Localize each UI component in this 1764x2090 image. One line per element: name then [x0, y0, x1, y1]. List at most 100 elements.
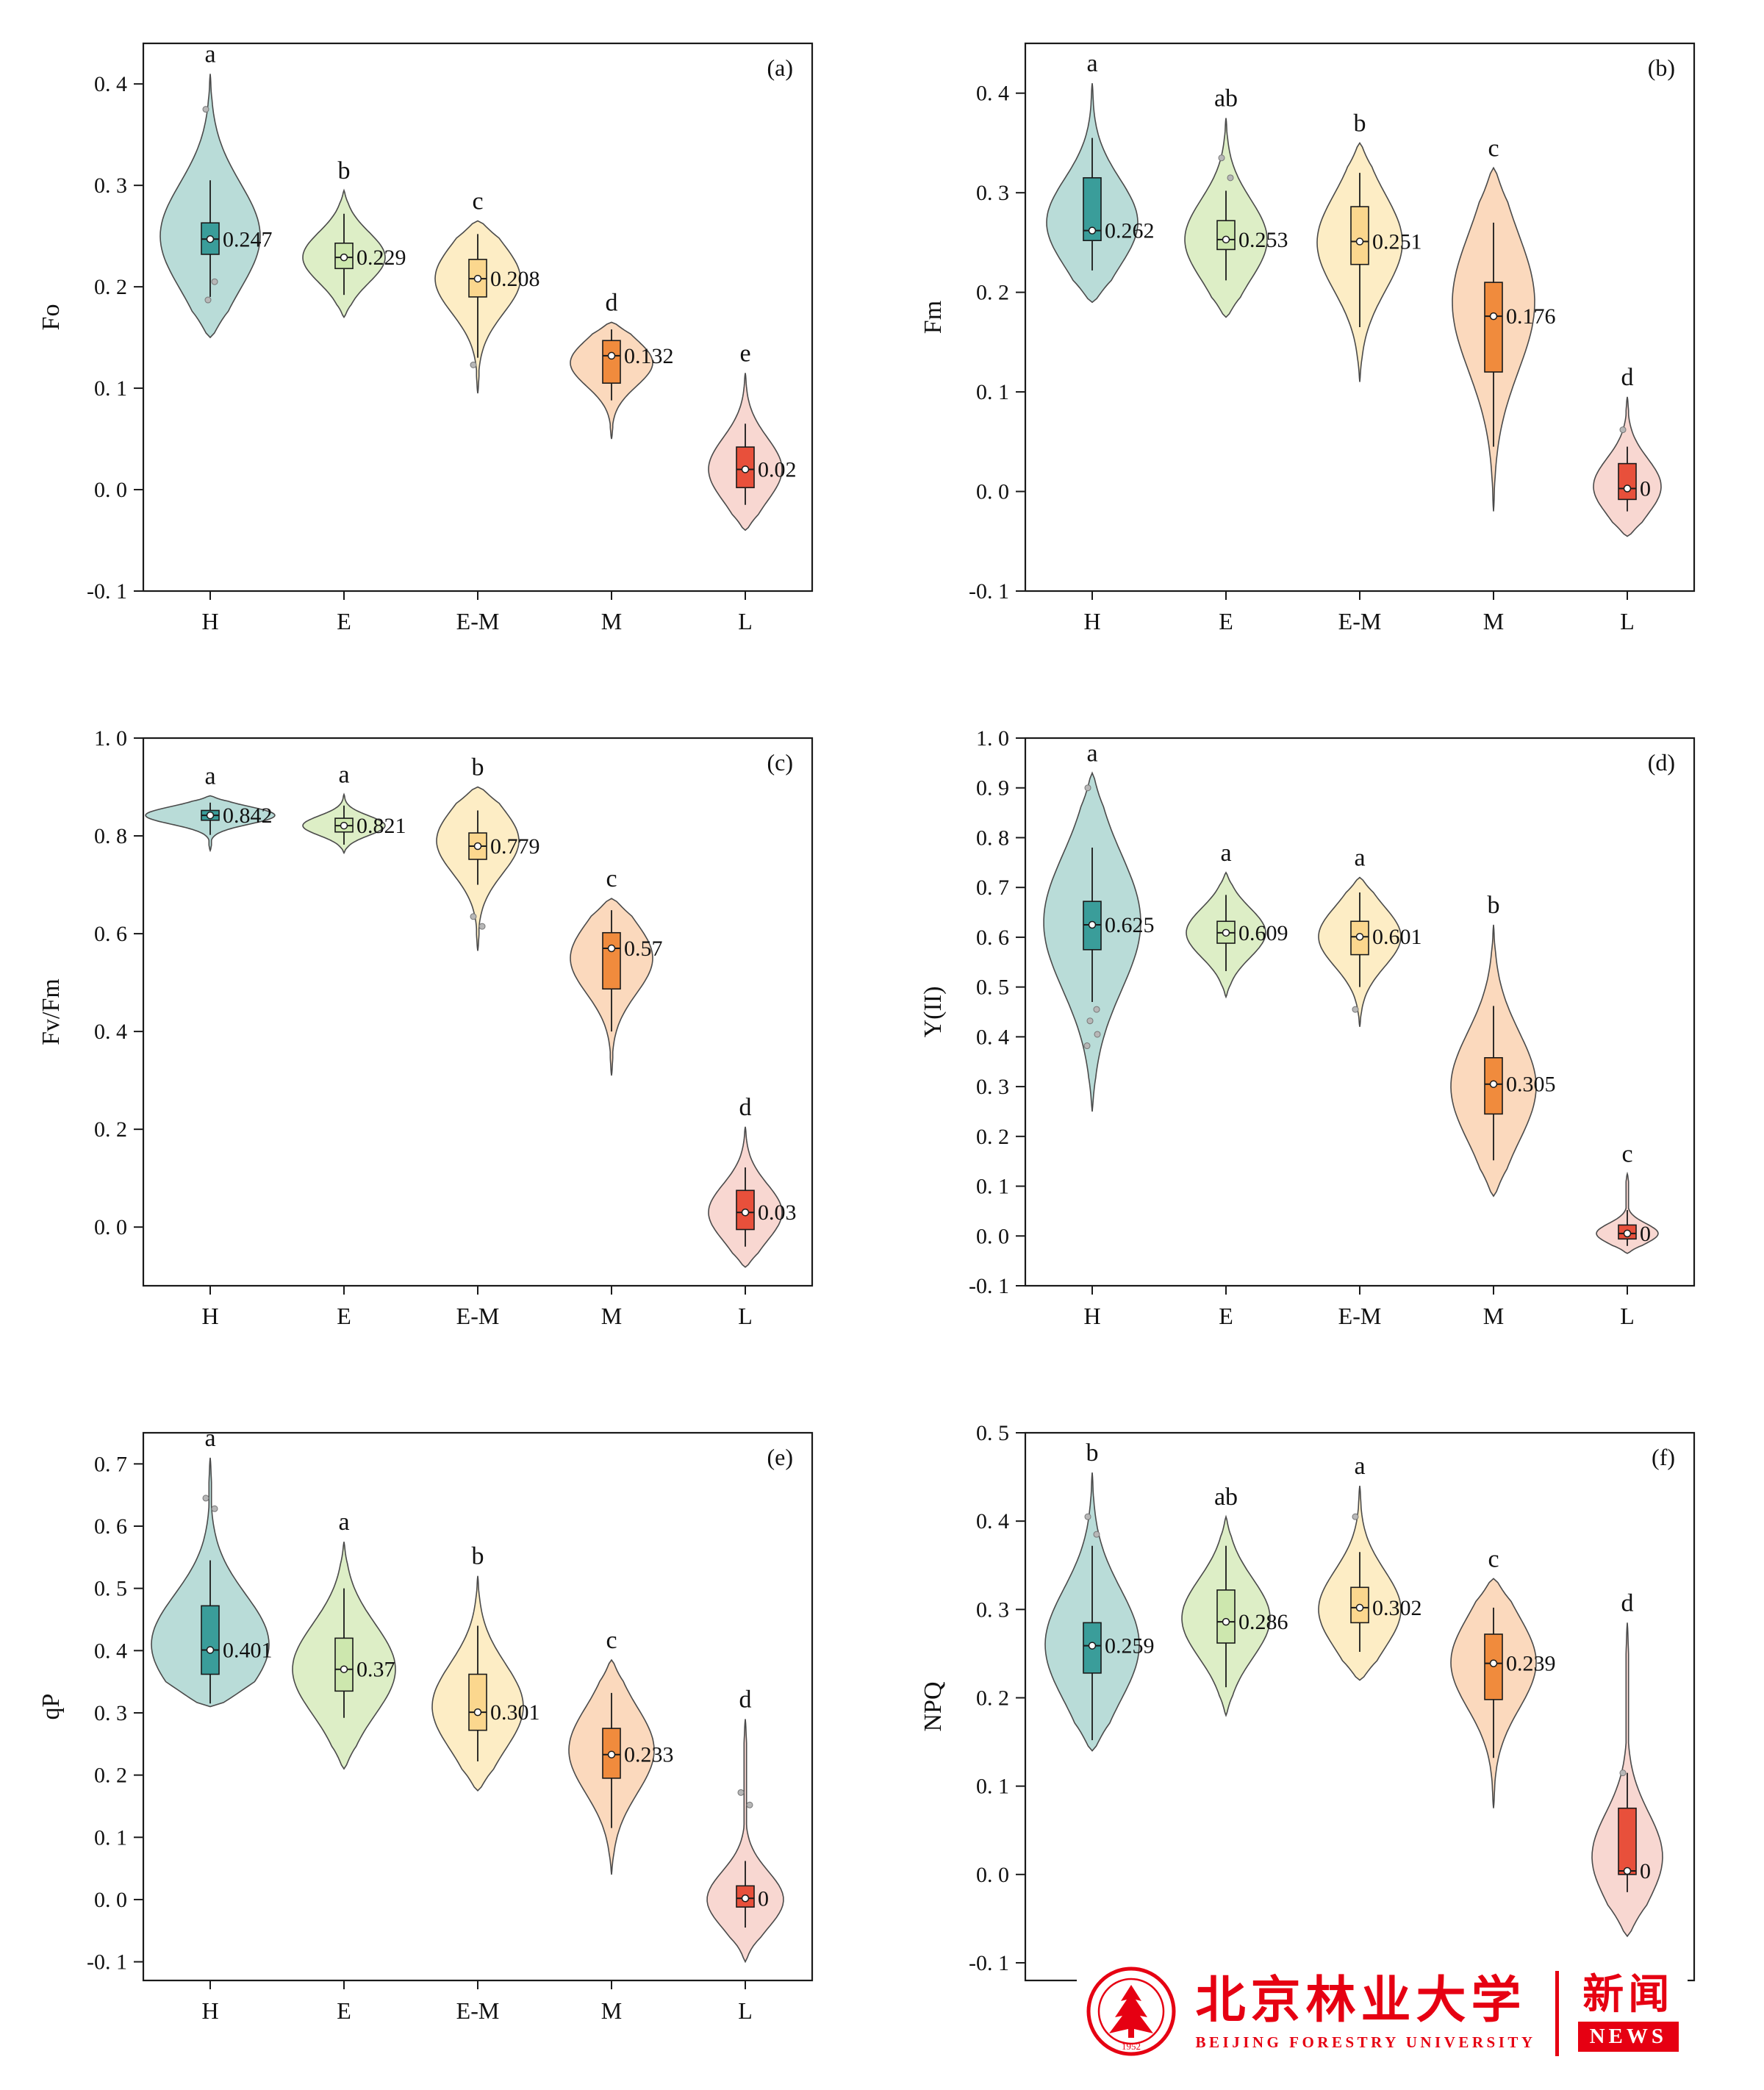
y-tick-label: 0. 1 — [976, 1175, 1009, 1199]
value-label: 0.301 — [490, 1700, 540, 1725]
data-point — [1619, 426, 1627, 434]
x-category-label: E — [1219, 608, 1233, 634]
news-label-en: NEWS — [1577, 2022, 1679, 2052]
watermark-news-block: 新闻 NEWS — [1577, 1975, 1679, 2052]
mean-marker — [1355, 237, 1364, 246]
mean-marker — [340, 253, 348, 262]
mean-marker — [1489, 1659, 1498, 1667]
watermark-university-text: 北京林业大学 BEIJING FORESTRY UNIVERSITY — [1195, 1974, 1536, 2051]
mean-marker — [340, 821, 348, 830]
x-category-label: E — [337, 1997, 351, 2024]
value-label: 0.779 — [490, 834, 540, 859]
x-category-label: M — [1483, 608, 1504, 634]
panel-label: (c) — [767, 749, 793, 776]
box-H — [201, 1605, 220, 1675]
y-tick-label: 0. 6 — [94, 922, 127, 946]
panel-e: -0. 1 0. 0 0. 1 0. 2 0. 3 0. 4 0. 5 0. 6 0. 7 qP (… — [0, 1392, 882, 2087]
y-tick-label: 0. 2 — [94, 275, 127, 299]
box-E-M — [1350, 1586, 1369, 1624]
data-point — [211, 1505, 218, 1512]
mean-marker — [206, 235, 215, 243]
data-point — [1093, 1531, 1100, 1538]
mean-marker — [1355, 1603, 1364, 1612]
panel-label: (f) — [1652, 1444, 1675, 1470]
data-point — [204, 296, 212, 304]
y-tick-label: 0. 0 — [976, 1224, 1009, 1248]
box-L — [1618, 462, 1637, 501]
y-tick-label: 0. 9 — [976, 776, 1009, 801]
x-category-label: E-M — [1338, 608, 1382, 634]
y-tick-label: 0. 2 — [976, 1125, 1009, 1149]
sig-letter: b — [1086, 1439, 1099, 1467]
sig-letter: a — [338, 1509, 349, 1536]
value-label: 0.609 — [1238, 921, 1288, 945]
y-tick-label: 0. 6 — [976, 926, 1009, 950]
y-tick-label: 0. 4 — [976, 82, 1009, 106]
y-tick-label: 0. 7 — [976, 876, 1009, 900]
mean-marker — [741, 1208, 750, 1217]
mean-marker — [1088, 920, 1097, 929]
data-point — [202, 106, 209, 113]
value-label: 0.02 — [758, 457, 797, 482]
violin-e-L — [706, 1719, 784, 1964]
box-E — [1216, 220, 1236, 251]
data-point — [1084, 784, 1091, 792]
mean-marker — [1355, 932, 1364, 941]
y-tick-label: 0. 0 — [94, 1888, 127, 1912]
box-E — [1216, 1589, 1236, 1644]
value-label: 0 — [1640, 476, 1651, 501]
y-tick-label: 0. 1 — [976, 1775, 1009, 1799]
x-category-label: E-M — [456, 1303, 500, 1329]
mean-marker — [741, 465, 750, 473]
value-label: 0.305 — [1506, 1073, 1556, 1097]
data-point — [211, 278, 218, 285]
university-name-en: BEIJING FORESTRY UNIVERSITY — [1195, 2033, 1536, 2051]
data-point — [202, 1495, 209, 1502]
watermark-bfu-news: 1952 北京林业大学 BEIJING FORESTRY UNIVERSITY … — [1076, 1961, 1688, 2065]
value-label: 0.132 — [624, 344, 674, 368]
value-label: 0.253 — [1238, 228, 1288, 252]
x-category-label: H — [201, 1997, 218, 2024]
y-tick-label: 0. 0 — [94, 1215, 127, 1239]
mean-marker — [473, 1708, 482, 1717]
y-tick-label: 1. 0 — [94, 726, 127, 751]
x-category-label: M — [601, 1997, 622, 2024]
mean-marker — [1489, 1080, 1498, 1088]
x-category-label: L — [1620, 608, 1635, 634]
y-tick-label: 0. 5 — [976, 976, 1009, 1000]
sig-letter: b — [1488, 892, 1500, 919]
sig-letter: b — [1354, 110, 1366, 137]
panel-a-chart: -0. 1 0. 0 0. 1 0. 2 0. 3 0. 4 Fo (a) Ha 0.247 Eb 0… — [37, 40, 814, 634]
sig-letter: a — [1086, 740, 1097, 767]
sig-letter: a — [204, 1425, 215, 1452]
box-M — [602, 340, 621, 384]
box-L — [736, 1189, 755, 1231]
x-category-label: M — [1483, 1303, 1504, 1329]
mean-marker — [741, 1894, 750, 1903]
sig-letter: c — [472, 187, 483, 215]
value-label: 0.03 — [758, 1200, 797, 1225]
panel-f-chart: -0. 10. 00. 10. 20. 30. 40. 5NPQ(f)Hb0.2… — [919, 1421, 1696, 2024]
y-tick-label: 0. 0 — [976, 480, 1009, 504]
y-tick-label: 0. 5 — [94, 1577, 127, 1601]
sig-letter: d — [739, 1094, 752, 1121]
value-label: 0.176 — [1506, 304, 1556, 329]
sig-letter: d — [606, 289, 618, 316]
data-point — [470, 913, 477, 920]
data-point — [1619, 1769, 1627, 1777]
sig-letter: e — [739, 340, 750, 367]
panel-label: (b) — [1648, 54, 1675, 81]
pine-tree-icon — [1108, 1985, 1153, 2038]
x-category-label: E-M — [456, 608, 500, 634]
panel-d: -0. 1 0. 0 0. 1 0. 2 0. 3 0. 4 0. 5 0. 6 0. 7 0. … — [882, 698, 1764, 1392]
data-point — [1352, 1006, 1359, 1013]
y-axis-title: NPQ — [919, 1681, 947, 1731]
value-label: 0.262 — [1105, 219, 1155, 243]
x-category-label: E-M — [1338, 1303, 1382, 1329]
y-axis-title: qP — [37, 1694, 65, 1720]
data-point — [737, 1789, 745, 1796]
panel-label: (e) — [767, 1444, 793, 1470]
